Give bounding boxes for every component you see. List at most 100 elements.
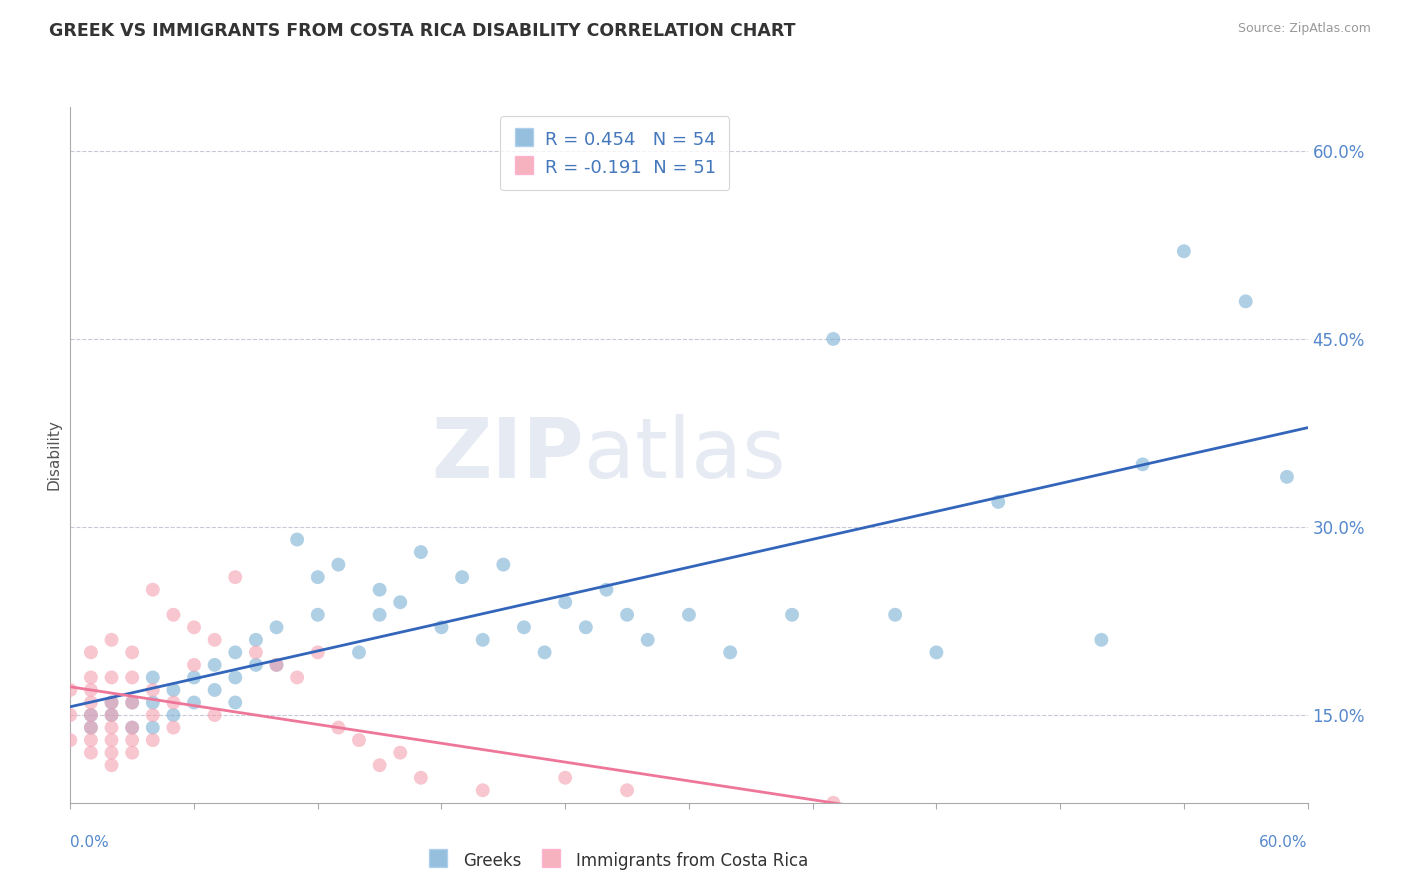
Point xyxy=(368,758,391,772)
Point xyxy=(409,771,432,785)
Point xyxy=(162,721,184,735)
Point xyxy=(637,632,659,647)
Point xyxy=(80,670,103,684)
Point xyxy=(884,607,907,622)
Point xyxy=(987,495,1010,509)
Point xyxy=(80,696,103,710)
Point xyxy=(142,708,165,723)
Point xyxy=(554,595,576,609)
Point xyxy=(162,696,184,710)
Point xyxy=(59,733,82,747)
Point xyxy=(183,620,205,634)
Point xyxy=(121,746,143,760)
Point xyxy=(100,733,122,747)
Point xyxy=(554,771,576,785)
Point xyxy=(328,558,350,572)
Point xyxy=(224,570,246,584)
Point xyxy=(823,332,845,346)
Point xyxy=(285,670,308,684)
Point xyxy=(245,657,267,672)
Point xyxy=(100,696,122,710)
Point xyxy=(100,721,122,735)
Point xyxy=(307,570,329,584)
Point xyxy=(80,721,103,735)
Point xyxy=(80,708,103,723)
Point xyxy=(80,746,103,760)
Point xyxy=(1275,470,1298,484)
Point xyxy=(142,683,165,698)
Point xyxy=(946,846,969,860)
Point xyxy=(575,620,598,634)
Point xyxy=(513,620,536,634)
Point xyxy=(121,721,143,735)
Point xyxy=(347,645,370,659)
Point xyxy=(121,696,143,710)
Point xyxy=(616,783,638,797)
Point xyxy=(100,696,122,710)
Point xyxy=(121,721,143,735)
Point xyxy=(183,657,205,672)
Point xyxy=(142,721,165,735)
Point xyxy=(678,607,700,622)
Point xyxy=(100,708,122,723)
Text: 0.0%: 0.0% xyxy=(70,836,110,850)
Point xyxy=(780,607,803,622)
Point xyxy=(347,733,370,747)
Point xyxy=(307,607,329,622)
Point xyxy=(100,758,122,772)
Point xyxy=(368,607,391,622)
Point xyxy=(100,746,122,760)
Text: ZIP: ZIP xyxy=(432,415,583,495)
Point xyxy=(204,632,226,647)
Point xyxy=(389,595,412,609)
Point xyxy=(492,558,515,572)
Point xyxy=(823,796,845,810)
Point xyxy=(121,645,143,659)
Point xyxy=(80,683,103,698)
Point xyxy=(121,670,143,684)
Point xyxy=(389,746,412,760)
Point xyxy=(430,620,453,634)
Point xyxy=(266,657,288,672)
Point xyxy=(328,721,350,735)
Point xyxy=(80,708,103,723)
Point xyxy=(80,733,103,747)
Point xyxy=(224,645,246,659)
Point xyxy=(59,683,82,698)
Point xyxy=(121,733,143,747)
Point xyxy=(80,645,103,659)
Point xyxy=(245,632,267,647)
Point xyxy=(100,632,122,647)
Text: atlas: atlas xyxy=(583,415,786,495)
Point xyxy=(1173,244,1195,259)
Point xyxy=(266,620,288,634)
Point xyxy=(142,582,165,597)
Text: GREEK VS IMMIGRANTS FROM COSTA RICA DISABILITY CORRELATION CHART: GREEK VS IMMIGRANTS FROM COSTA RICA DISA… xyxy=(49,22,796,40)
Point xyxy=(409,545,432,559)
Point xyxy=(162,683,184,698)
Text: Source: ZipAtlas.com: Source: ZipAtlas.com xyxy=(1237,22,1371,36)
Point xyxy=(1132,458,1154,472)
Point xyxy=(595,582,617,597)
Point xyxy=(100,708,122,723)
Point xyxy=(471,783,494,797)
Point xyxy=(142,733,165,747)
Point xyxy=(224,670,246,684)
Point xyxy=(368,582,391,597)
Point xyxy=(285,533,308,547)
Point xyxy=(183,696,205,710)
Point xyxy=(183,670,205,684)
Point xyxy=(142,696,165,710)
Point xyxy=(162,607,184,622)
Point xyxy=(80,721,103,735)
Point xyxy=(1234,294,1257,309)
Point xyxy=(718,645,741,659)
Point xyxy=(142,670,165,684)
Point xyxy=(162,708,184,723)
Point xyxy=(204,708,226,723)
Point xyxy=(224,696,246,710)
Y-axis label: Disability: Disability xyxy=(46,419,62,491)
Point xyxy=(1090,632,1112,647)
Point xyxy=(266,657,288,672)
Point xyxy=(925,645,948,659)
